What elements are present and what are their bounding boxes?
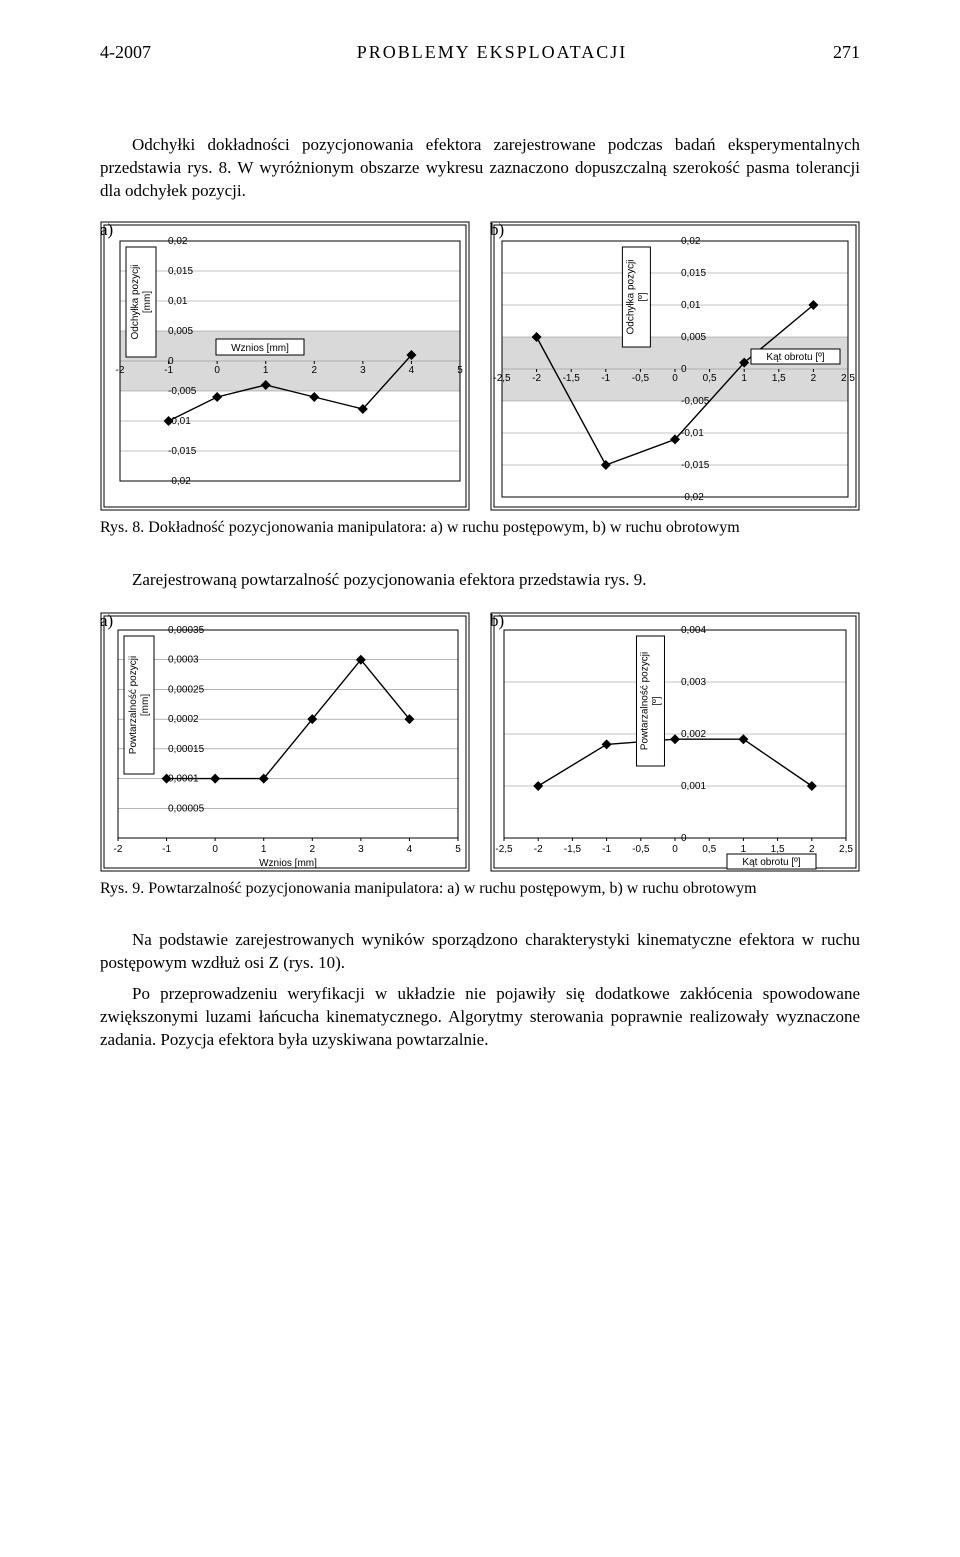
svg-text:Odchyłka pozycji: Odchyłka pozycji	[130, 265, 141, 340]
svg-text:0,005: 0,005	[681, 332, 706, 343]
svg-text:-2: -2	[534, 844, 543, 855]
svg-text:0: 0	[681, 364, 687, 375]
svg-text:0,02: 0,02	[681, 236, 701, 247]
svg-text:0,00005: 0,00005	[168, 803, 205, 814]
figure-8-caption: Rys. 8. Dokładność pozycjonowania manipu…	[100, 517, 860, 539]
svg-text:1,5: 1,5	[771, 844, 785, 855]
figure-8-pair: a) -2-1012345-0,02-0,015-0,01-0,00500,00…	[100, 221, 860, 511]
svg-text:0,004: 0,004	[681, 625, 706, 636]
svg-text:-2: -2	[532, 373, 541, 384]
svg-text:Kąt obrotu [º]: Kąt obrotu [º]	[742, 857, 800, 868]
svg-text:[mm]: [mm]	[142, 291, 153, 313]
mid-paragraph: Zarejestrowaną powtarzalność pozycjonowa…	[100, 569, 860, 592]
svg-text:0: 0	[672, 844, 678, 855]
svg-text:0,003: 0,003	[681, 677, 706, 688]
header-left: 4-2007	[100, 40, 151, 64]
svg-text:-2,5: -2,5	[495, 844, 513, 855]
svg-text:0,005: 0,005	[168, 326, 193, 337]
svg-text:-0,02: -0,02	[168, 476, 191, 487]
svg-text:Powtarzalność pozycji: Powtarzalność pozycji	[639, 651, 650, 749]
figure-9-caption: Rys. 9. Powtarzalność pozycjonowania man…	[100, 878, 860, 900]
svg-text:-0,015: -0,015	[168, 446, 197, 457]
svg-text:0,00035: 0,00035	[168, 625, 205, 636]
header-center: PROBLEMY EKSPLOATACJI	[357, 40, 627, 64]
svg-text:-0,005: -0,005	[168, 386, 197, 397]
svg-text:0,01: 0,01	[681, 300, 701, 311]
svg-text:0: 0	[214, 365, 220, 376]
figure-9a-label: a)	[100, 610, 113, 633]
svg-text:0,002: 0,002	[681, 729, 706, 740]
svg-text:2: 2	[811, 373, 817, 384]
svg-text:1: 1	[261, 844, 267, 855]
svg-text:[º]: [º]	[651, 696, 662, 705]
svg-text:3: 3	[358, 844, 364, 855]
figure-8a-column: a) -2-1012345-0,02-0,015-0,01-0,00500,00…	[100, 221, 470, 511]
figure-8a-chart: -2-1012345-0,02-0,015-0,01-0,00500,0050,…	[100, 221, 470, 511]
svg-text:0,015: 0,015	[681, 268, 706, 279]
svg-text:2: 2	[312, 365, 318, 376]
svg-text:5: 5	[457, 365, 463, 376]
svg-text:-0,5: -0,5	[632, 844, 650, 855]
figure-9b-label: b)	[490, 610, 504, 633]
svg-text:0,01: 0,01	[168, 296, 188, 307]
svg-text:[mm]: [mm]	[140, 693, 151, 715]
figure-9b-column: b) -2,5 -2 -1,5 -1 -0,5 0 0,5 1 1,5 2 2,5 0 0,001 0,0…	[490, 612, 860, 872]
figure-9-pair: a) -2-10123450,000050,00010,000150,00020…	[100, 612, 860, 872]
svg-text:2: 2	[809, 844, 815, 855]
svg-text:0,015: 0,015	[168, 266, 193, 277]
svg-text:0,0002: 0,0002	[168, 714, 199, 725]
svg-text:3: 3	[360, 365, 366, 376]
svg-text:2,5: 2,5	[841, 373, 855, 384]
svg-text:-2: -2	[114, 844, 123, 855]
svg-text:-1,5: -1,5	[564, 844, 582, 855]
footer-paragraph-2: Po przeprowadzeniu weryfikacji w układzi…	[100, 983, 860, 1052]
svg-text:-1,5: -1,5	[563, 373, 581, 384]
svg-text:0,001: 0,001	[681, 781, 706, 792]
svg-text:0: 0	[672, 373, 678, 384]
svg-text:1: 1	[741, 373, 747, 384]
svg-text:-1: -1	[602, 844, 611, 855]
svg-text:2,5: 2,5	[839, 844, 853, 855]
svg-text:0,5: 0,5	[703, 373, 717, 384]
figure-8a-label: a)	[100, 219, 113, 242]
header-right: 271	[833, 40, 860, 64]
svg-text:1: 1	[741, 844, 747, 855]
svg-text:Wznios [mm]: Wznios [mm]	[259, 858, 317, 869]
intro-paragraph: Odchyłki dokładności pozycjonowania efek…	[100, 134, 860, 203]
figure-8b-label: b)	[490, 219, 504, 242]
figure-9a-column: a) -2-10123450,000050,00010,000150,00020…	[100, 612, 470, 872]
svg-text:Kąt obrotu [º]: Kąt obrotu [º]	[766, 352, 824, 363]
svg-text:1: 1	[263, 365, 269, 376]
figure-8b-chart: -2,5-2-1,5-1-0,500,511,522,5-0,02-0,015-…	[490, 221, 860, 511]
svg-text:0: 0	[168, 356, 174, 367]
svg-text:-1: -1	[601, 373, 610, 384]
svg-text:0,5: 0,5	[702, 844, 716, 855]
svg-text:-2: -2	[116, 365, 125, 376]
svg-text:-1: -1	[162, 844, 171, 855]
svg-text:Wznios [mm]: Wznios [mm]	[231, 343, 289, 354]
svg-text:-0,015: -0,015	[681, 460, 710, 471]
svg-text:0: 0	[212, 844, 218, 855]
svg-text:Powtarzalność pozycji: Powtarzalność pozycji	[128, 655, 139, 753]
svg-text:-2,5: -2,5	[493, 373, 511, 384]
svg-text:[º]: [º]	[637, 292, 648, 301]
svg-text:0,0003: 0,0003	[168, 654, 199, 665]
svg-text:-0,02: -0,02	[681, 492, 704, 503]
svg-text:Odchyłka pozycji: Odchyłka pozycji	[625, 260, 636, 335]
svg-text:5: 5	[455, 844, 461, 855]
figure-9b-chart: -2,5 -2 -1,5 -1 -0,5 0 0,5 1 1,5 2 2,5 0 0,001 0,002 0…	[490, 612, 860, 872]
svg-text:2: 2	[310, 844, 316, 855]
figure-8b-column: b) -2,5 -2 -1,5 -1 -0,5 0 0,5 1 1,5 2 2,5 -0,02 -0,0…	[490, 221, 860, 511]
svg-text:0,00025: 0,00025	[168, 684, 205, 695]
svg-text:0,00015: 0,00015	[168, 743, 205, 754]
svg-text:-0,5: -0,5	[632, 373, 650, 384]
page-header: 4-2007 PROBLEMY EKSPLOATACJI 271	[100, 40, 860, 64]
figure-9a-chart: -2-10123450,000050,00010,000150,00020,00…	[100, 612, 470, 872]
svg-text:1,5: 1,5	[772, 373, 786, 384]
footer-paragraph-1: Na podstawie zarejestrowanych wyników sp…	[100, 929, 860, 975]
svg-text:0: 0	[681, 833, 687, 844]
svg-text:0,02: 0,02	[168, 236, 188, 247]
svg-text:4: 4	[409, 365, 415, 376]
svg-text:4: 4	[407, 844, 413, 855]
